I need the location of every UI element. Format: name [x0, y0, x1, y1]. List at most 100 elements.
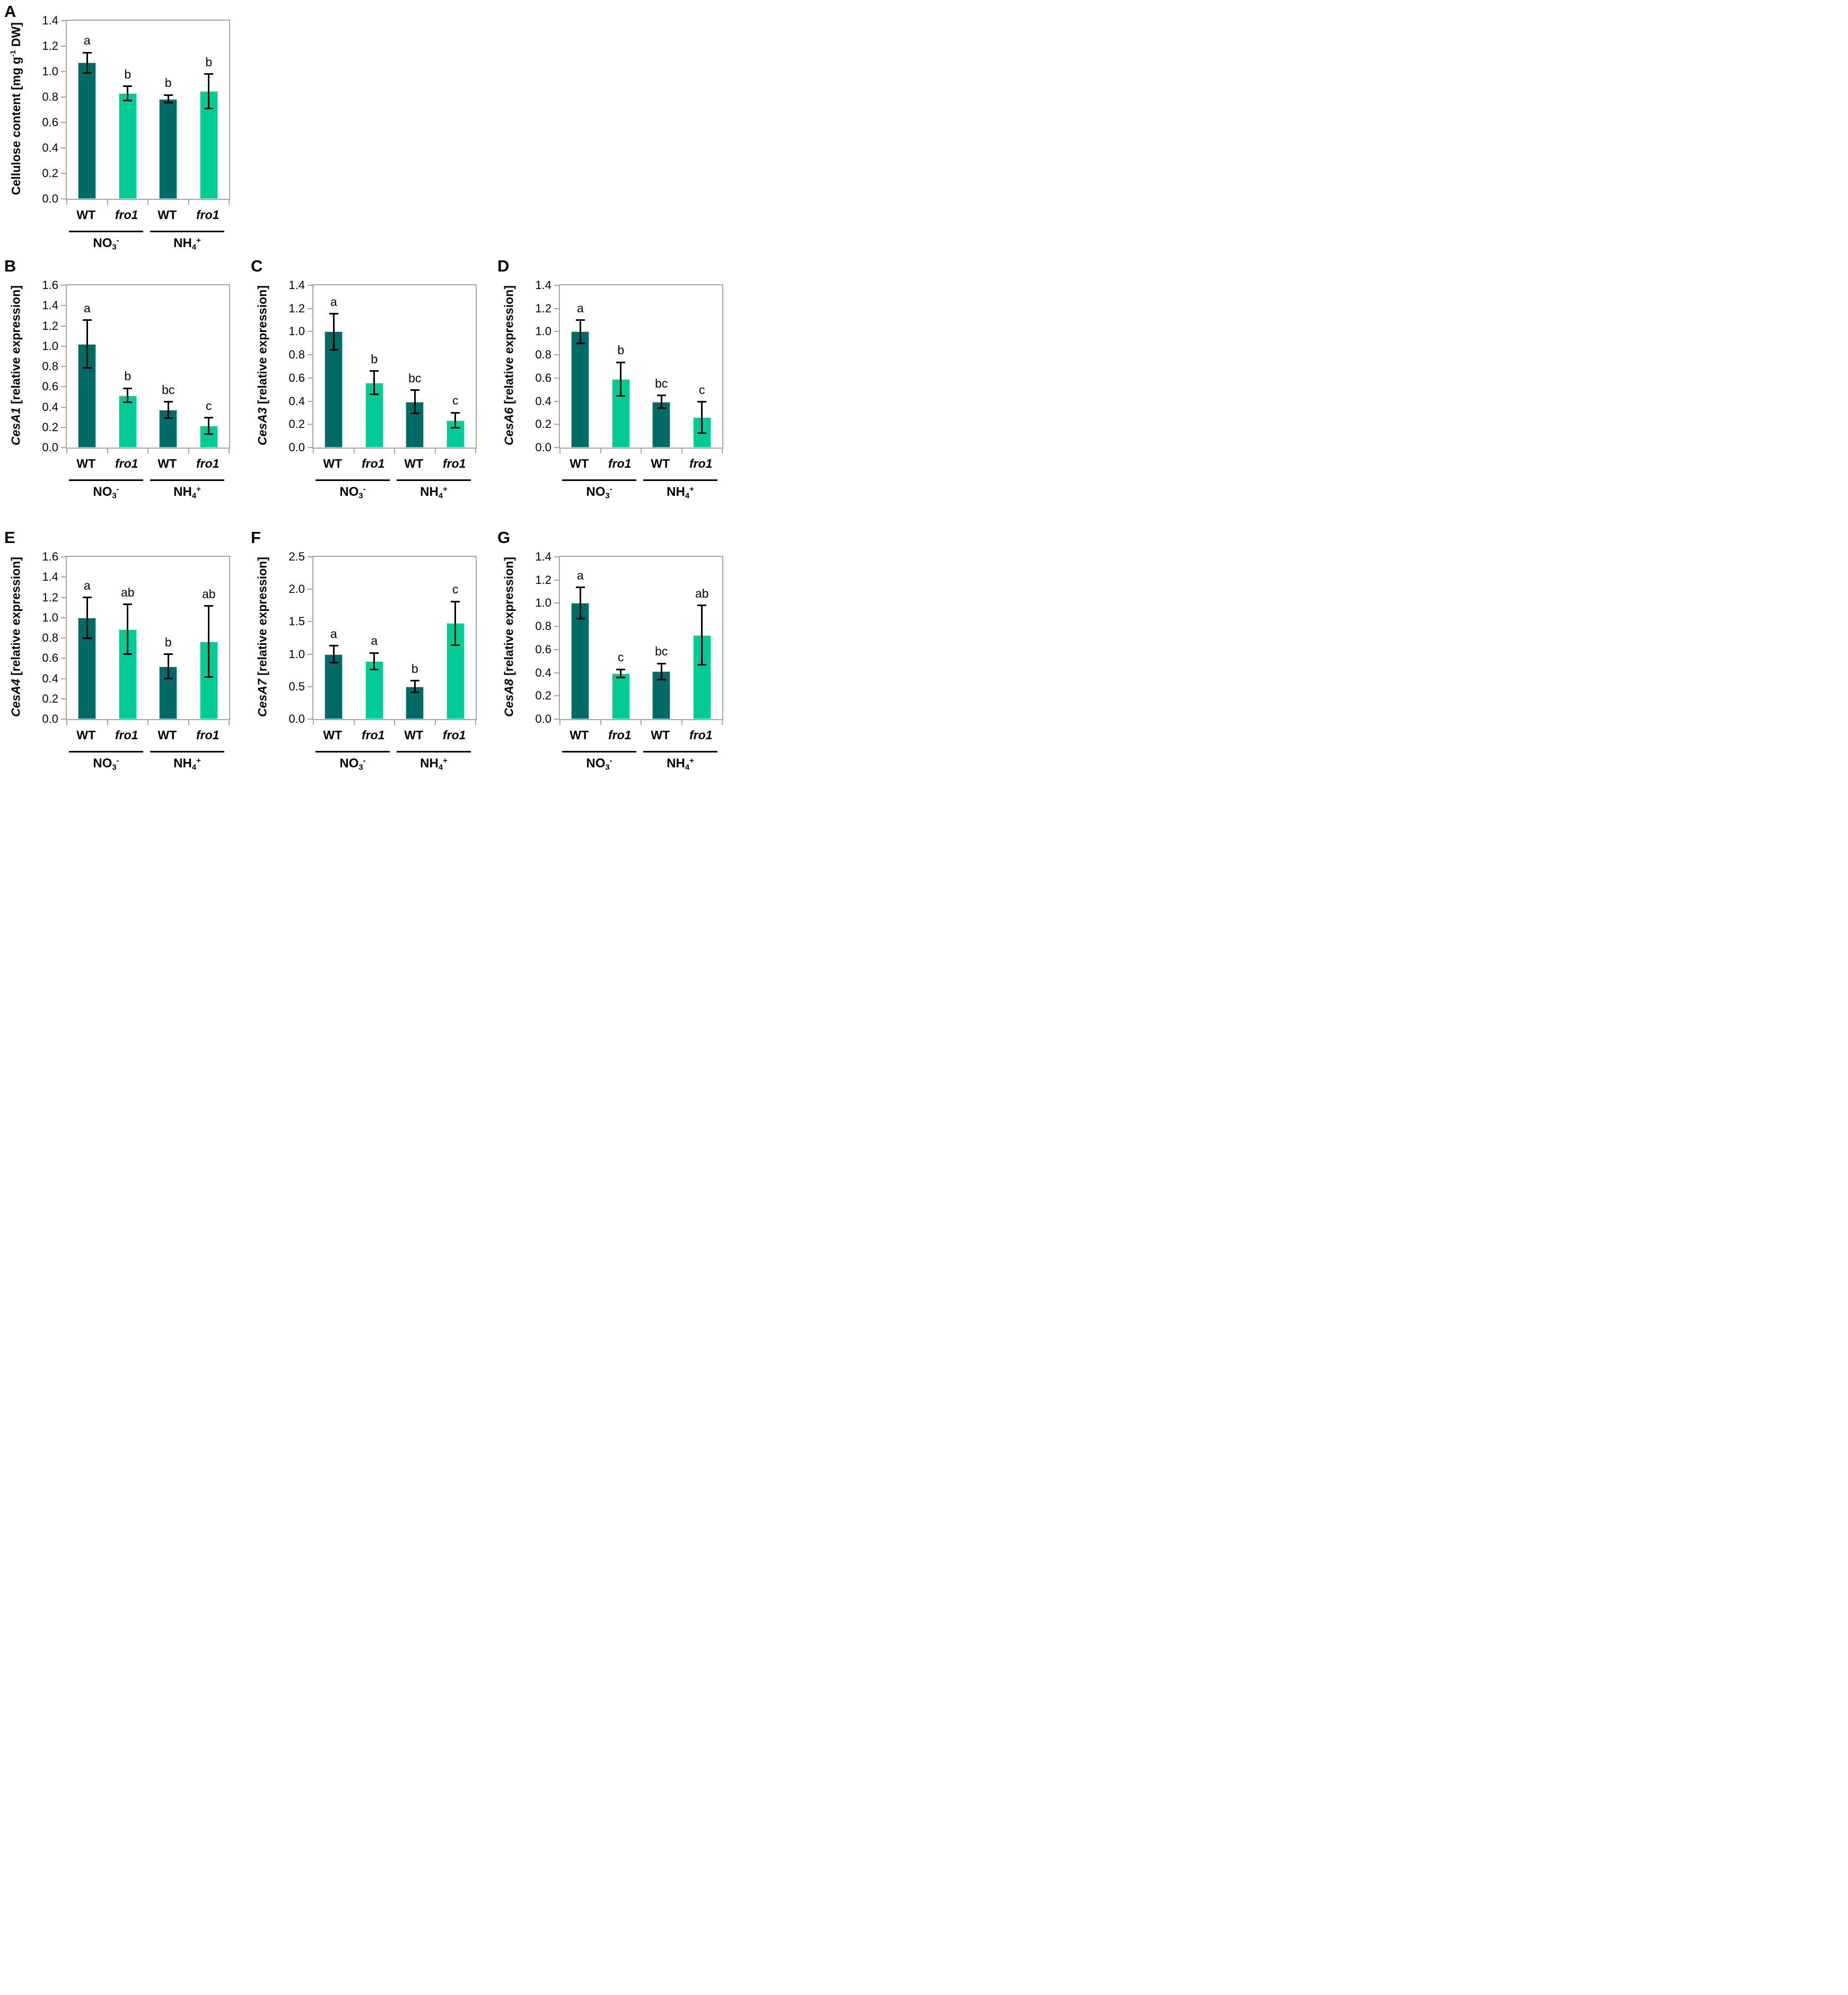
group-label-base: NO	[586, 756, 606, 771]
error-bar-cap-top	[616, 361, 626, 363]
significance-letter: ab	[202, 587, 216, 601]
error-bar-cap-top	[410, 389, 419, 391]
y-tick-mark	[61, 447, 66, 448]
y-axis-title: Cellulose content [mg g-1 DW]	[9, 22, 23, 195]
error-bar-cap-top	[370, 370, 379, 372]
category-label: WT	[323, 728, 343, 742]
x-tick-mark	[722, 449, 723, 453]
group-label: NH4+	[667, 757, 694, 772]
y-tick-mark	[554, 719, 559, 720]
x-tick-mark	[559, 720, 560, 725]
category-labels-row: WT fro1 WT fro1	[559, 728, 721, 742]
category-label: WT	[157, 728, 177, 742]
y-tick-mark	[61, 198, 66, 199]
y-tick-label: 0.2	[42, 692, 58, 705]
group-underline	[69, 751, 143, 752]
x-tick-mark	[353, 720, 355, 725]
error-bar-cap-top	[123, 603, 133, 606]
group-label-subscript: 3	[112, 243, 117, 252]
x-tick-mark	[188, 200, 189, 205]
y-tick-label: 1.2	[42, 39, 58, 52]
y-tick-label: 0.2	[535, 417, 551, 431]
category-label: fro1	[115, 457, 138, 470]
y-tick-mark	[61, 173, 66, 174]
x-tick-mark	[229, 720, 230, 725]
y-tick-mark	[61, 325, 66, 327]
y-axis-title-segment: [relative expression]	[502, 557, 516, 679]
y-axis-title: CesA3 [relative expression]	[256, 285, 269, 445]
error-bar-cap-top	[370, 652, 379, 654]
y-tick-label: 1.4	[535, 550, 551, 563]
plot-box: 0.0 0.2 0.4 0.6 0.8 1.0 1.2 1.4 1.6 a b bc c	[42, 279, 230, 454]
error-bar-cap-bottom	[451, 427, 460, 429]
y-tick-mark	[308, 424, 312, 425]
y-tick-mark	[308, 331, 312, 332]
group-underline	[397, 479, 471, 481]
bar-wt	[325, 654, 343, 719]
group-label-base: NO	[93, 485, 112, 500]
x-tick-mark	[107, 720, 108, 725]
y-tick-label: 1.4	[42, 570, 58, 584]
category-label: WT	[570, 457, 589, 470]
group-label-base: NH	[420, 485, 439, 500]
error-bar-cap-bottom	[451, 644, 460, 646]
error-bar-cap-bottom	[616, 395, 626, 397]
error-bar-cap-top	[575, 587, 585, 589]
significance-letter: c	[206, 398, 212, 413]
category-label: fro1	[196, 208, 220, 222]
y-tick-label: 0.6	[42, 116, 58, 129]
group-label: NO3-	[339, 486, 365, 501]
y-tick-label: 0.0	[535, 712, 551, 725]
y-tick-label: 1.6	[42, 550, 58, 563]
y-tick-mark	[308, 556, 312, 557]
group-label-base: NO	[339, 756, 359, 771]
y-tick-label: 0.8	[42, 360, 58, 373]
y-tick-label: 1.4	[288, 278, 305, 292]
error-bar-line	[332, 645, 335, 663]
error-bar-cap-top	[329, 313, 338, 315]
category-label: fro1	[362, 457, 385, 470]
error-bar-line	[701, 401, 703, 433]
error-bar-line	[208, 74, 210, 109]
bar-wt	[78, 63, 97, 199]
group-underline	[316, 479, 390, 481]
panel-letter-label: E	[4, 528, 15, 547]
error-bar-cap-bottom	[163, 678, 173, 679]
group-label-superscript: +	[443, 757, 448, 765]
y-tick-label: 0.4	[42, 400, 58, 414]
y-tick-mark	[308, 377, 312, 379]
group-label-subscript: 3	[358, 763, 363, 772]
error-bar-cap-bottom	[616, 676, 626, 678]
significance-letter: b	[371, 352, 378, 366]
significance-letter: b	[205, 55, 213, 69]
chart-panel: G CesA8 [relative expression] 0.0 0.2 0.4 0…	[493, 526, 739, 798]
category-label: WT	[76, 728, 96, 742]
y-tick-mark	[554, 400, 559, 402]
panel-letter-label: A	[4, 2, 16, 21]
error-bar-cap-bottom	[163, 417, 173, 419]
group-underline	[562, 479, 636, 481]
y-axis-title-segment: CesA6	[502, 407, 516, 445]
empty-cell	[247, 0, 493, 255]
y-tick-mark	[61, 719, 66, 720]
error-bar-cap-bottom	[575, 618, 585, 620]
chart-panel: A Cellulose content [mg g-1 DW] 0.0 0.2 0.…	[0, 0, 247, 255]
y-tick-label: 1.0	[288, 647, 305, 661]
error-bar-line	[454, 601, 457, 645]
error-bar-line	[701, 605, 703, 665]
significance-letter: c	[699, 382, 705, 397]
y-tick-mark	[554, 579, 559, 581]
y-tick-label: 0.4	[288, 394, 305, 408]
group-label-superscript: +	[689, 485, 694, 494]
y-tick-mark	[61, 406, 66, 408]
significance-letter: a	[83, 578, 91, 592]
error-bar-line	[660, 395, 662, 408]
y-tick-mark	[61, 366, 66, 367]
significance-letter: ab	[120, 585, 135, 599]
group-label-superscript: -	[116, 237, 119, 245]
y-tick-label: 0.8	[288, 348, 305, 362]
error-bar-cap-bottom	[697, 432, 707, 434]
significance-letter: b	[164, 635, 172, 649]
significance-letter: a	[83, 33, 91, 47]
error-bar-line	[414, 390, 416, 414]
